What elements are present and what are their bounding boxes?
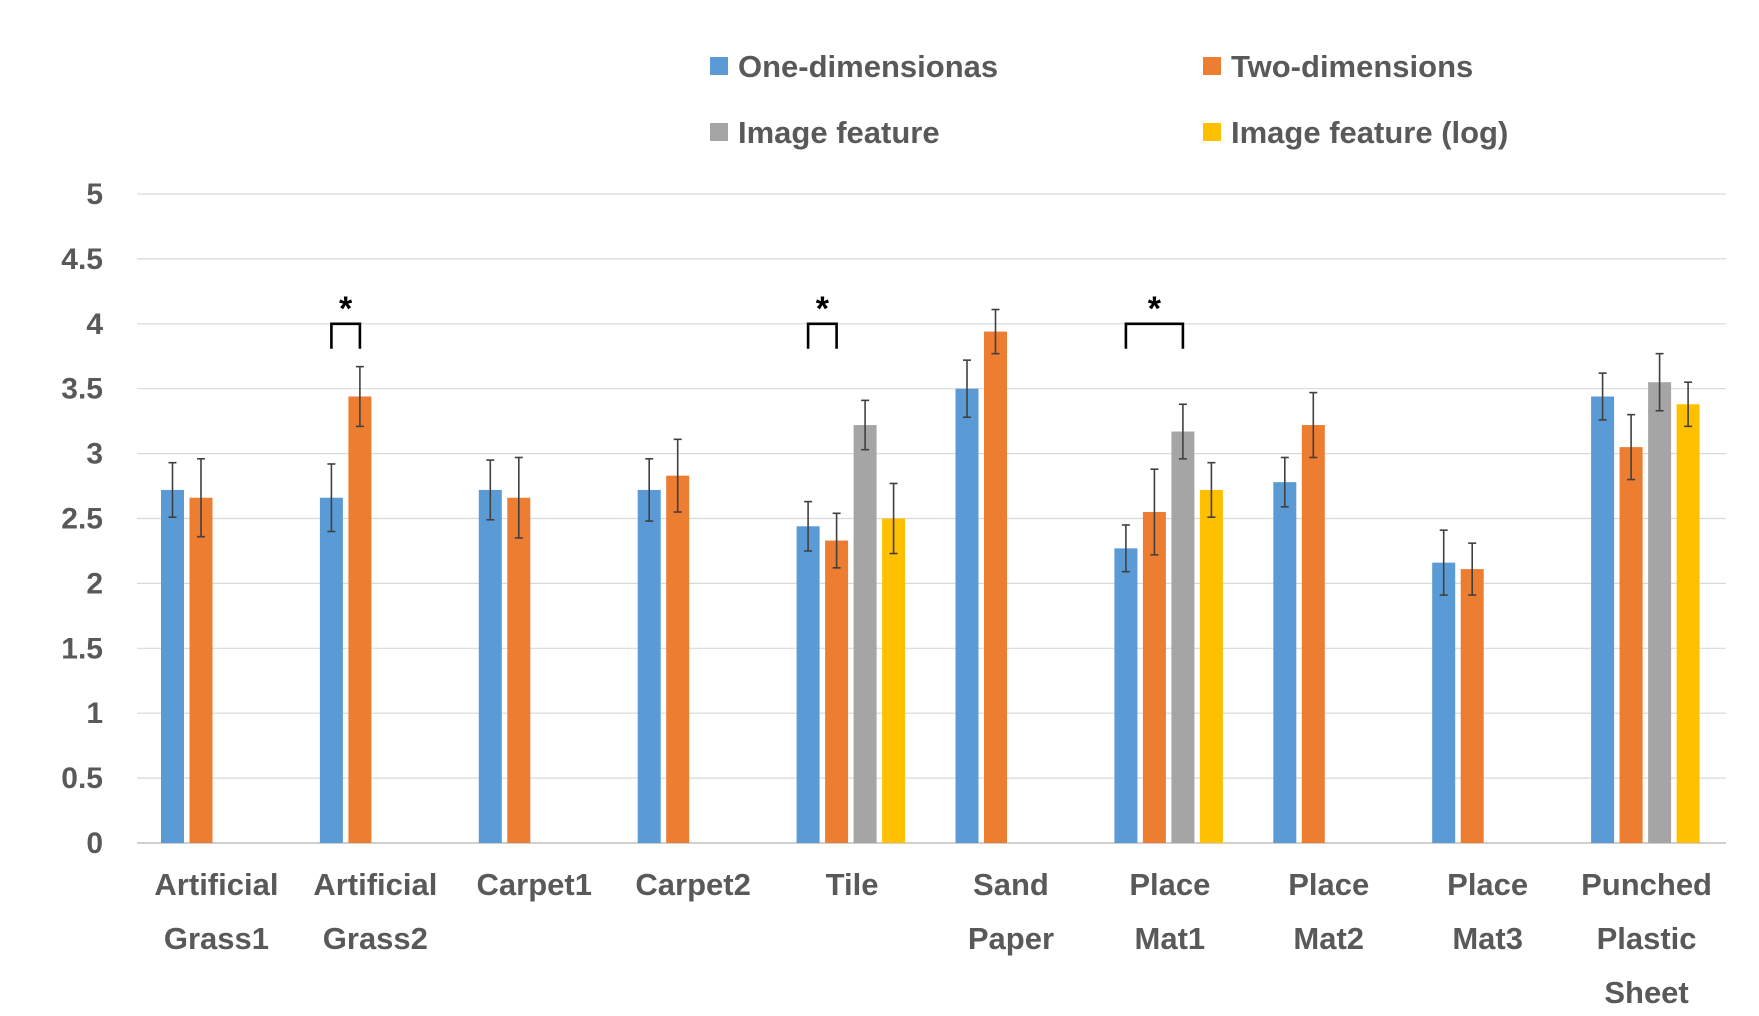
significance-bracket — [806, 322, 838, 349]
error-bars — [168, 308, 1693, 596]
y-tick-label: 4 — [86, 308, 103, 341]
legend: One-dimensionas Two-dimensions Image featu… — [710, 49, 1508, 150]
bar — [1591, 396, 1615, 843]
bar — [189, 497, 213, 843]
significance-star: * — [816, 290, 830, 328]
bar — [796, 526, 820, 843]
bar — [348, 396, 372, 843]
x-category-line: Punched — [1581, 867, 1712, 902]
x-category-label: Artificial Grass1 — [154, 867, 278, 956]
x-category-line: Carpet1 — [477, 867, 592, 902]
bar — [666, 475, 690, 843]
y-tick-label: 0.5 — [61, 762, 103, 795]
legend-label: One-dimensionas — [738, 49, 998, 84]
x-category-line: Place — [1288, 867, 1369, 902]
significance-bracket — [1124, 322, 1185, 349]
significance-markers: * * * — [330, 290, 1185, 349]
x-category-label: Sand Paper — [968, 867, 1054, 956]
x-category-line: Plastic — [1597, 921, 1697, 956]
bar — [1301, 425, 1325, 843]
y-tick-label: 4.5 — [61, 243, 103, 276]
x-category-line: Sheet — [1604, 975, 1688, 1010]
bar — [853, 425, 877, 843]
bar — [955, 388, 979, 843]
bar — [1648, 382, 1672, 843]
bar — [825, 540, 849, 843]
x-category-line: Mat2 — [1293, 921, 1364, 956]
y-tick-label: 2 — [86, 567, 103, 600]
legend-swatch — [1203, 57, 1221, 75]
x-category-line: Paper — [968, 921, 1054, 956]
x-category-line: Mat1 — [1135, 921, 1206, 956]
legend-swatch — [1203, 123, 1221, 141]
x-category-label: Carpet1 — [477, 867, 592, 902]
x-category-line: Sand — [973, 867, 1049, 902]
bar — [1460, 569, 1484, 843]
bar — [507, 497, 531, 843]
legend-label: Image feature (log) — [1231, 115, 1508, 150]
x-category-label: Carpet2 — [635, 867, 750, 902]
y-tick-label: 2.5 — [61, 503, 103, 536]
bar — [984, 331, 1007, 843]
y-tick-label: 5 — [86, 178, 103, 211]
bar — [319, 497, 343, 843]
y-tick-label: 0 — [86, 827, 103, 860]
y-tick-label: 1 — [86, 697, 103, 730]
bar — [161, 489, 184, 843]
bar — [1619, 447, 1643, 843]
significance-bracket — [330, 322, 362, 349]
gridlines — [137, 193, 1726, 844]
bar — [1273, 482, 1297, 843]
x-category-label: Place Mat3 — [1447, 867, 1528, 956]
x-category-label: Punched Plastic Sheet — [1581, 867, 1712, 1010]
bars — [161, 331, 1700, 843]
x-category-line: Artificial — [313, 867, 437, 902]
bar — [1114, 548, 1138, 843]
y-tick-label: 1.5 — [61, 632, 103, 665]
x-category-label: Tile — [826, 867, 879, 902]
bar — [882, 518, 906, 843]
significance-star: * — [339, 290, 353, 328]
x-category-label: Place Mat2 — [1288, 867, 1369, 956]
bar — [478, 489, 502, 843]
x-category-line: Carpet2 — [635, 867, 750, 902]
x-category-label: Place Mat1 — [1129, 867, 1210, 956]
bar — [1676, 404, 1700, 843]
legend-label: Two-dimensions — [1231, 49, 1473, 84]
significance-star: * — [1148, 290, 1162, 328]
x-category-line: Artificial — [154, 867, 278, 902]
y-tick-label: 3.5 — [61, 373, 103, 406]
x-category-line: Grass2 — [323, 921, 428, 956]
y-axis-ticks: 0 0.5 1 1.5 2 2.5 3 3.5 4 4.5 5 — [61, 178, 103, 860]
x-category-line: Place — [1447, 867, 1528, 902]
bar — [1432, 562, 1456, 843]
bar — [1171, 431, 1195, 843]
x-axis-categories: Artificial Grass1 Artificial Grass2 Carpet1 C… — [154, 867, 1712, 1010]
bar — [637, 489, 661, 843]
x-category-line: Mat3 — [1452, 921, 1523, 956]
legend-swatch — [710, 123, 728, 141]
legend-label: Image feature — [738, 115, 940, 150]
y-tick-label: 3 — [86, 438, 103, 471]
x-category-line: Tile — [826, 867, 879, 902]
bar — [1199, 489, 1223, 843]
legend-swatch — [710, 57, 728, 75]
x-category-line: Grass1 — [164, 921, 269, 956]
bar — [1142, 512, 1166, 843]
x-category-line: Place — [1129, 867, 1210, 902]
x-category-label: Artificial Grass2 — [313, 867, 437, 956]
